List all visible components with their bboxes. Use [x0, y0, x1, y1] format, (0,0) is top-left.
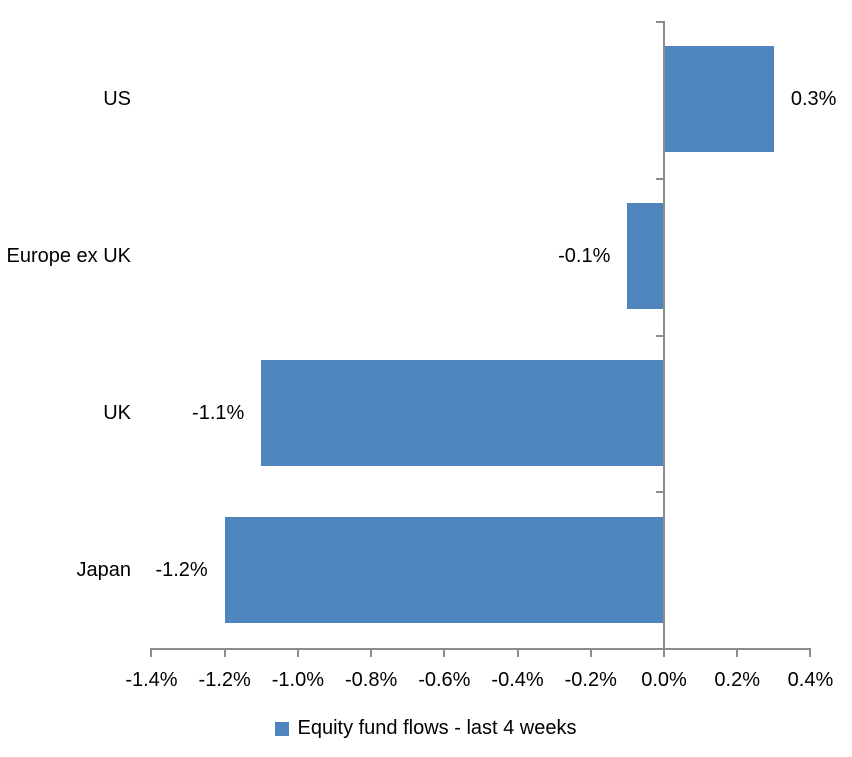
x-tick-label: -0.2% — [564, 669, 617, 691]
category-label: Europe ex UK — [6, 245, 131, 268]
legend-swatch-icon — [275, 721, 290, 736]
data-label: -1.1% — [192, 401, 245, 424]
x-tick — [370, 648, 373, 657]
category-tick — [656, 334, 665, 337]
x-tick — [516, 648, 519, 657]
x-tick — [663, 648, 665, 657]
x-tick-label: -1.4% — [125, 669, 178, 691]
x-tick-label: -1.2% — [198, 669, 251, 691]
legend-label: Equity fund flows - last 4 weeks — [297, 717, 577, 739]
x-tick-label: 0.2% — [714, 669, 761, 691]
category-label: Japan — [76, 558, 132, 581]
data-label: 0.3% — [790, 88, 837, 111]
x-tick — [809, 648, 812, 657]
bar — [627, 203, 664, 310]
bar — [664, 46, 774, 153]
bar — [224, 516, 664, 623]
x-tick — [296, 648, 299, 657]
x-tick — [736, 648, 739, 657]
category-tick — [656, 177, 665, 180]
x-tick-label: -0.8% — [344, 669, 398, 691]
category-label: US — [103, 88, 131, 111]
category-tick — [656, 21, 665, 23]
category-label: UK — [103, 401, 131, 424]
x-tick-label: -0.6% — [418, 669, 471, 691]
bar — [261, 359, 664, 466]
x-tick — [150, 648, 153, 657]
category-tick — [656, 491, 665, 494]
x-tick-label: 0.0% — [641, 669, 687, 691]
x-tick-label: -1.0% — [271, 669, 325, 691]
x-tick-label: -0.4% — [491, 669, 544, 691]
data-label: -0.1% — [558, 245, 611, 268]
x-tick — [223, 648, 226, 657]
x-tick — [589, 648, 592, 657]
x-axis-line — [150, 648, 812, 650]
legend: Equity fund flows - last 4 weeks — [0, 717, 852, 740]
x-tick — [443, 648, 446, 657]
data-label: -1.2% — [155, 558, 208, 581]
x-tick-label: 0.4% — [787, 669, 834, 691]
